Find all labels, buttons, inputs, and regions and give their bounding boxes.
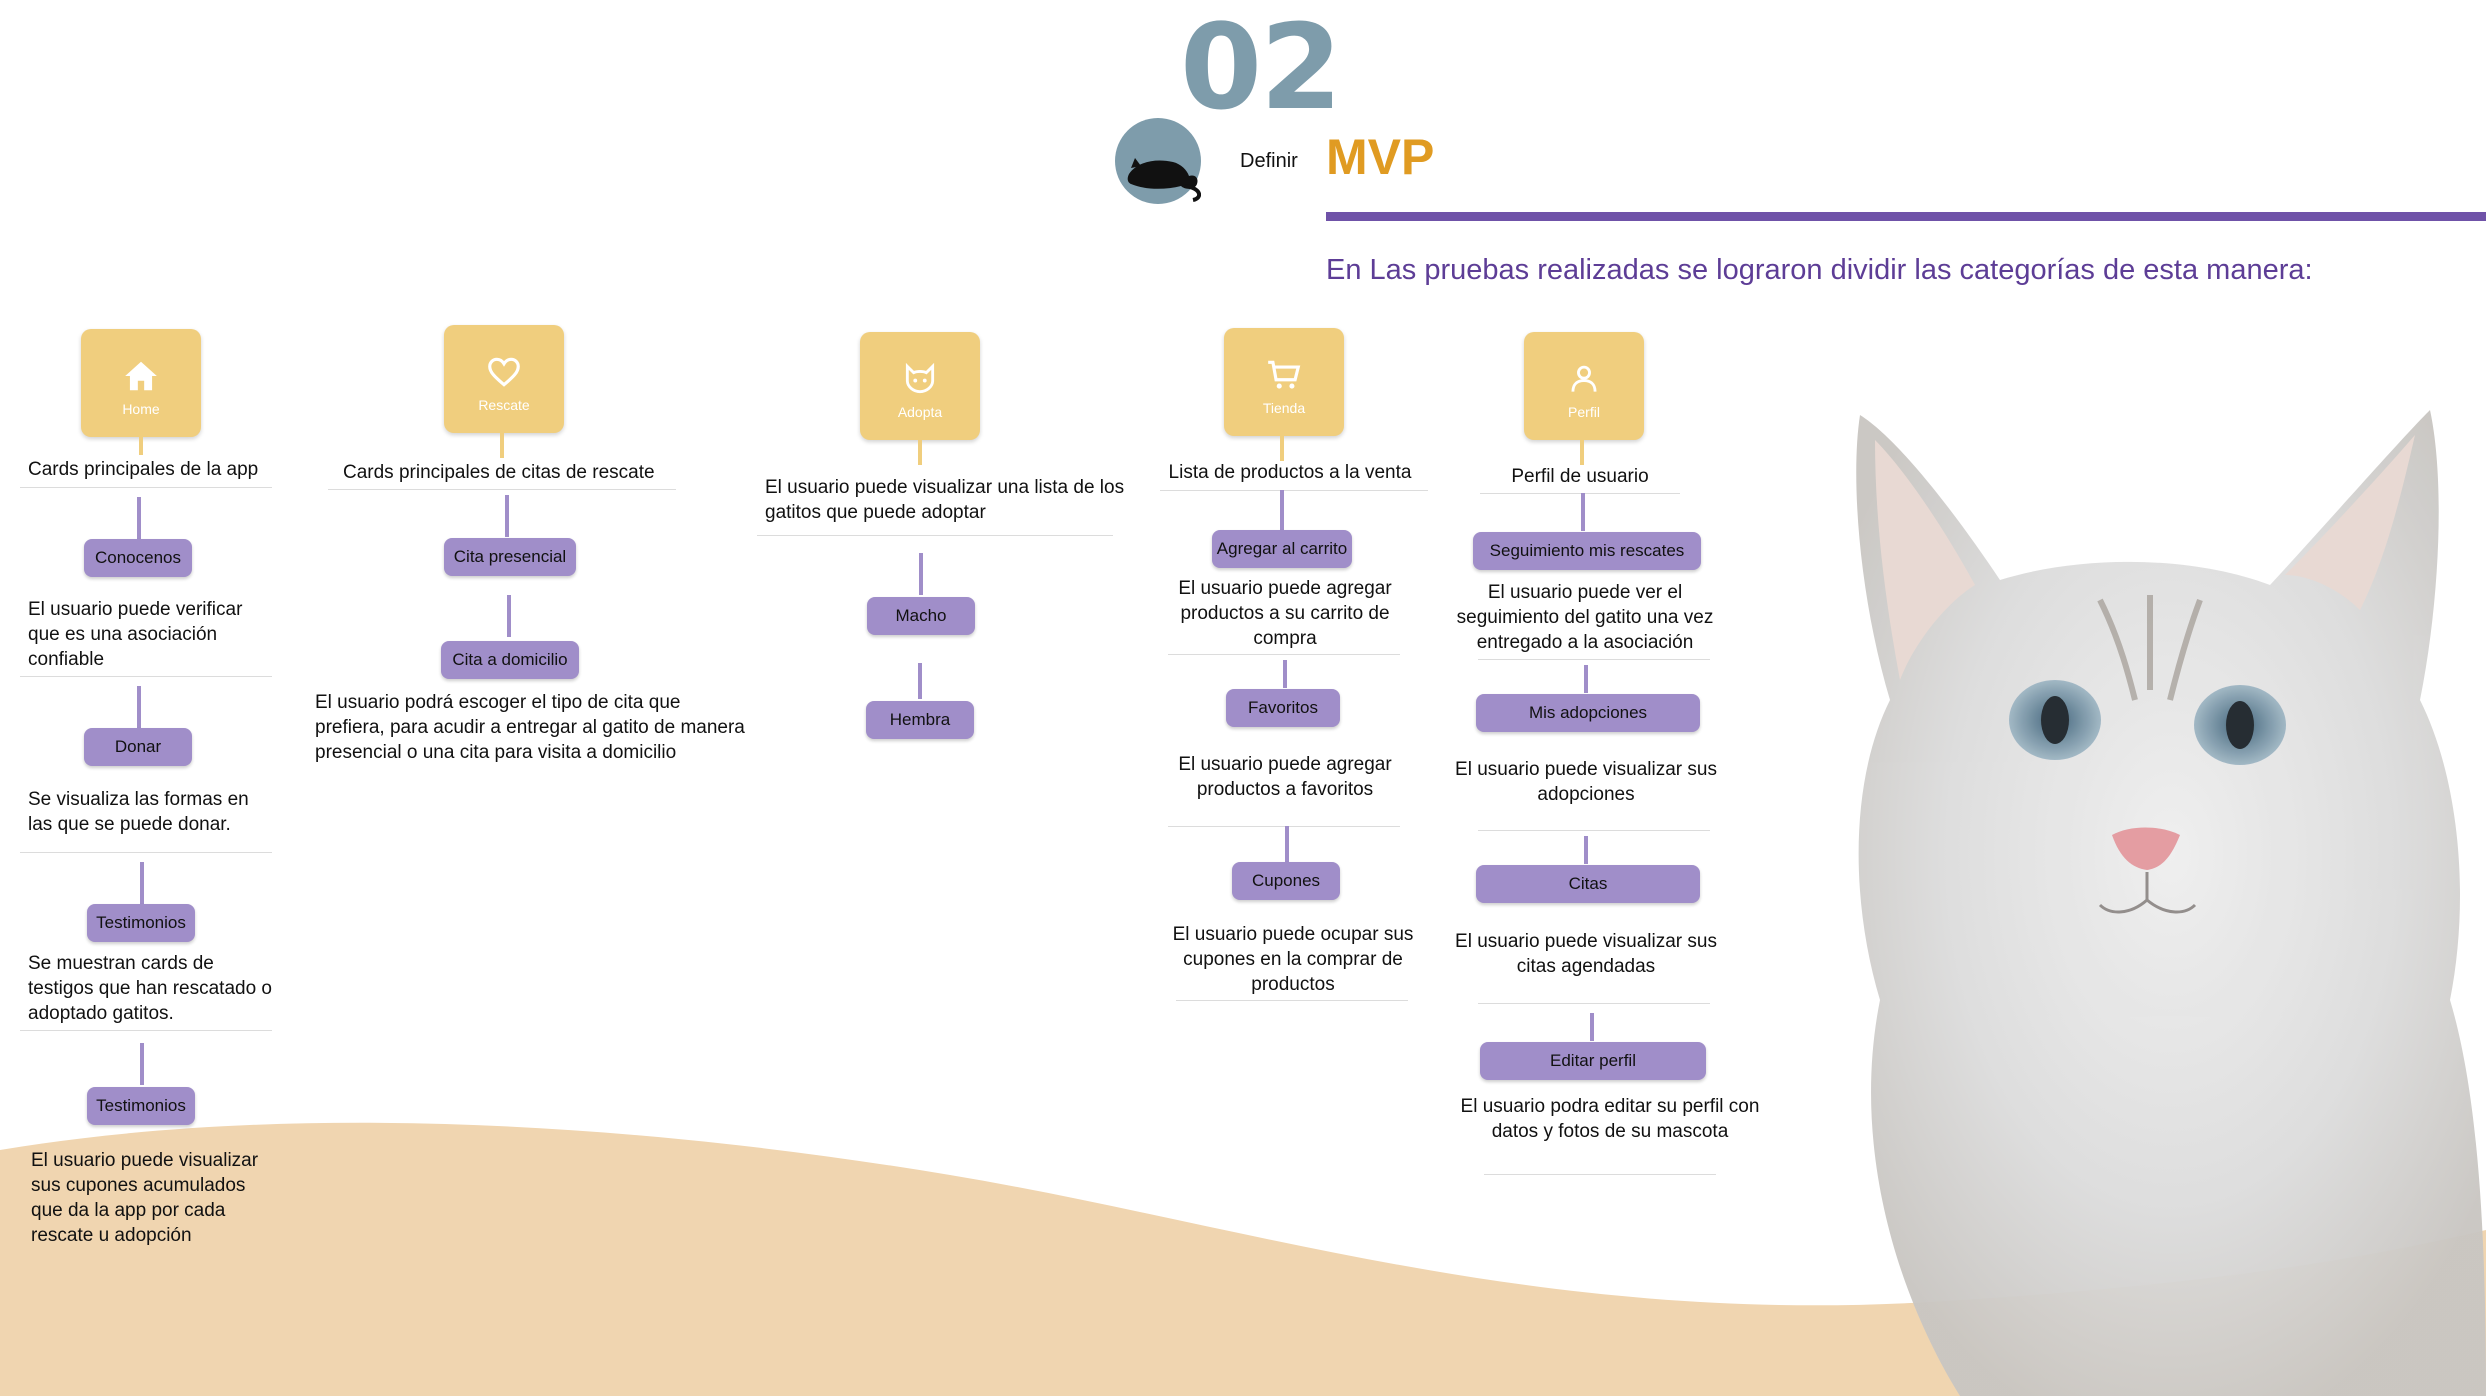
pill-favoritos[interactable]: Favoritos (1226, 689, 1340, 727)
step-number: 02 (1180, 0, 1342, 136)
connector (1584, 665, 1588, 693)
category-description: Perfil de usuario (1511, 466, 1649, 487)
item-description: El usuario puede agregar productos a fav… (1178, 754, 1392, 800)
item-description: El usuario puede verificar que es una as… (28, 599, 243, 670)
heart-icon (488, 357, 520, 387)
cat-photo (1856, 410, 2486, 1396)
item-description: El usuario puede ocupar sus cupones en l… (1172, 924, 1414, 995)
category-description: Lista de productos a la venta (1168, 462, 1412, 483)
divider (1480, 493, 1680, 494)
divider (20, 487, 272, 488)
category-label: Tienda (1262, 400, 1306, 416)
connector (140, 862, 144, 904)
category-label: Home (122, 401, 160, 417)
connector (918, 440, 922, 465)
category-card-home[interactable]: Home (81, 329, 201, 437)
connector (505, 495, 509, 537)
divider (1478, 659, 1710, 660)
connector (918, 663, 922, 699)
item-description: El usuario puede visualizar sus citas ag… (1455, 931, 1717, 977)
item-description: El usuario puede visualizar sus adopcion… (1455, 759, 1717, 805)
pill-donar[interactable]: Donar (84, 728, 192, 766)
connector (1580, 440, 1584, 465)
category-description: Cards principales de citas de rescate (343, 462, 655, 483)
divider (20, 852, 272, 853)
cat-icon (905, 362, 935, 394)
connector (137, 686, 141, 728)
connector (1280, 490, 1284, 530)
item-description: El usuario puede agregar productos a su … (1178, 578, 1392, 649)
divider (20, 676, 272, 677)
divider (757, 535, 1113, 536)
category-label: Adopta (897, 404, 943, 420)
pill-testimonios-cupones[interactable]: Testimonios (87, 1087, 195, 1125)
pill-conocenos[interactable]: Conocenos (84, 539, 192, 577)
divider (328, 489, 676, 490)
pill-citas[interactable]: Citas (1476, 865, 1700, 903)
page-subtitle: En Las pruebas realizadas se lograron di… (1326, 254, 2313, 286)
connector (1280, 436, 1284, 461)
category-label: Perfil (1568, 404, 1600, 420)
item-description: El usuario podra editar su perfil con da… (1460, 1096, 1760, 1142)
divider (1484, 1174, 1716, 1175)
beige-wave (0, 1122, 2486, 1396)
category-card-perfil[interactable]: Perfil (1524, 332, 1644, 440)
divider (1478, 1003, 1710, 1004)
item-description: El usuario puede visualizar sus cupones … (31, 1150, 259, 1246)
category-description: El usuario puede visualizar una lista de… (765, 477, 1125, 523)
item-description: Se muestran cards de testigos que han re… (28, 953, 273, 1024)
pill-cita-presencial[interactable]: Cita presencial (444, 538, 576, 576)
connector (1581, 493, 1585, 531)
pill-hembra[interactable]: Hembra (866, 701, 974, 739)
category-description: Cards principales de la app (28, 459, 259, 480)
connector (507, 595, 511, 637)
item-description: Se visualiza las formas en las que se pu… (28, 789, 249, 835)
connector (139, 437, 143, 455)
connector (1584, 836, 1588, 864)
category-label: Rescate (478, 397, 530, 413)
pill-seguimiento-rescates[interactable]: Seguimiento mis rescates (1473, 532, 1701, 570)
category-card-tienda[interactable]: Tienda (1224, 328, 1344, 436)
divider (1478, 830, 1710, 831)
category-card-rescate[interactable]: Rescate (444, 325, 564, 433)
home-icon (125, 361, 157, 391)
connector (137, 497, 141, 539)
connector (1285, 826, 1289, 862)
connector (1590, 1013, 1594, 1041)
pill-cita-domicilio[interactable]: Cita a domicilio (441, 641, 579, 679)
page-title: MVP (1326, 129, 1435, 185)
pill-cupones[interactable]: Cupones (1232, 862, 1340, 900)
user-icon (1571, 365, 1597, 392)
step-label: Definir (1240, 150, 1298, 172)
divider (1168, 826, 1400, 827)
connector (1283, 660, 1287, 688)
divider (1176, 1000, 1408, 1001)
title-divider (1326, 212, 2486, 221)
divider (20, 1030, 272, 1031)
item-description: El usuario podrá escoger el tipo de cita… (315, 692, 745, 763)
sleeping-cat-icon (1115, 118, 1201, 204)
category-card-adopta[interactable]: Adopta (860, 332, 980, 440)
divider (1168, 654, 1400, 655)
cart-icon (1268, 360, 1301, 389)
connector (919, 553, 923, 595)
divider (1160, 490, 1428, 491)
connector (140, 1043, 144, 1085)
pill-testimonios[interactable]: Testimonios (87, 904, 195, 942)
connector (500, 433, 504, 458)
pill-agregar-carrito[interactable]: Agregar al carrito (1212, 530, 1352, 568)
pill-macho[interactable]: Macho (867, 597, 975, 635)
pill-editar-perfil[interactable]: Editar perfil (1480, 1042, 1706, 1080)
item-description: El usuario puede ver el seguimiento del … (1456, 582, 1714, 653)
pill-mis-adopciones[interactable]: Mis adopciones (1476, 694, 1700, 732)
